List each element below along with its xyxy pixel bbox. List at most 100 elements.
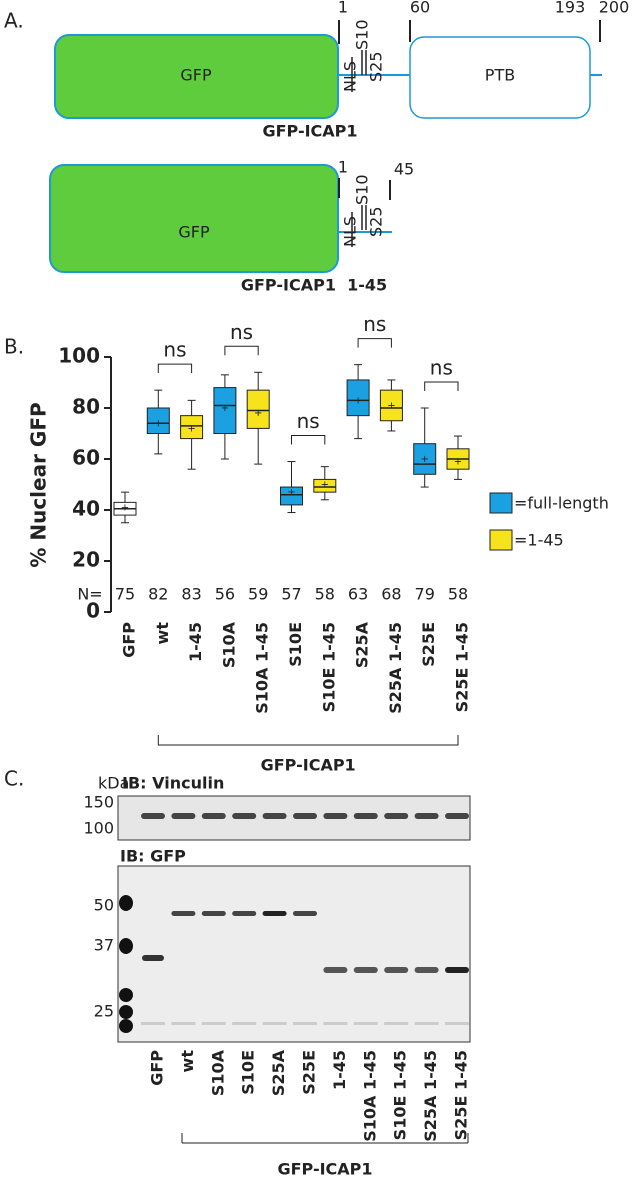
y-tick-label: 80	[72, 395, 100, 419]
lane-label: S25E 1-45	[452, 1050, 471, 1140]
lane-label: S25A	[269, 1049, 288, 1096]
box	[213, 387, 237, 435]
vinculin-band	[232, 813, 257, 819]
gfp-band	[293, 911, 317, 916]
mean-marker: +	[454, 457, 462, 468]
vinculin-band	[353, 813, 378, 819]
box	[379, 389, 403, 422]
vinculin-band	[323, 813, 348, 819]
marker-label: 37	[94, 936, 114, 955]
y-tick-label: 20	[72, 548, 100, 572]
lane-label: S25E	[300, 1050, 319, 1095]
y-tick-label: 40	[72, 497, 100, 521]
gfp-band	[353, 967, 378, 973]
x-tick-label: S10A 1-45	[253, 622, 272, 714]
faint-band	[232, 1022, 257, 1025]
site-label: S25	[367, 206, 386, 237]
construct-name: GFP-ICAP1	[262, 122, 357, 141]
n-value: 75	[115, 585, 135, 604]
marker-label: 25	[94, 1002, 114, 1021]
unit-label: kDa	[98, 774, 129, 793]
x-tick-label: S25A	[353, 621, 372, 668]
lane-label: wt	[178, 1050, 197, 1073]
faint-band	[353, 1022, 378, 1025]
y-tick-label: 60	[72, 446, 100, 470]
site-label: S10	[353, 19, 372, 50]
vinculin-band	[171, 813, 196, 819]
box	[246, 389, 270, 429]
marker-label: 150	[83, 793, 114, 812]
domain-label: GFP	[178, 223, 210, 242]
x-tick-label: S10E 1-45	[319, 622, 338, 712]
group-bracket	[157, 735, 459, 746]
x-tick-label: wt	[153, 622, 172, 645]
comparison-bracket	[291, 435, 326, 445]
panel-label: C.	[4, 767, 24, 791]
mean-marker: +	[421, 454, 429, 465]
group-label: GFP-ICAP1	[277, 1160, 372, 1179]
faint-band	[384, 1022, 409, 1025]
domain-label: PTB	[485, 66, 515, 85]
site-label: S10	[353, 174, 372, 205]
comparison-label: ns	[163, 338, 186, 362]
faint-band	[171, 1022, 196, 1025]
lane-label: 1-45	[330, 1050, 349, 1090]
vinculin-band	[384, 813, 409, 819]
gfp-band	[323, 967, 348, 973]
vinculin-band	[293, 813, 317, 819]
n-value: 57	[281, 585, 301, 604]
mean-marker: +	[287, 487, 295, 498]
n-value: 59	[248, 585, 268, 604]
blot-title: IB: GFP	[120, 847, 186, 866]
gfp-band	[384, 967, 409, 973]
nls-label: NLS	[341, 216, 360, 247]
lane-label: S10E	[239, 1050, 258, 1095]
n-value: 83	[181, 585, 201, 604]
lane-label: S10E 1-45	[391, 1050, 410, 1140]
blot-title: IB: Vinculin	[122, 774, 224, 793]
position-label: 1	[338, 0, 348, 17]
comparison-label: ns	[297, 409, 320, 433]
group-label: GFP-ICAP1	[261, 756, 356, 775]
faint-band	[262, 1022, 287, 1025]
gfp-band	[262, 911, 287, 916]
box	[313, 478, 337, 493]
n-value: 56	[215, 585, 235, 604]
gfp-blot	[117, 865, 471, 1043]
mean-marker: +	[321, 480, 329, 491]
x-tick-label: GFP	[120, 622, 139, 658]
panel-label: A.	[4, 9, 24, 33]
legend-label: =full-length	[514, 494, 609, 513]
n-value: 79	[415, 585, 435, 604]
position-label: 45	[394, 160, 414, 179]
faint-band	[414, 1022, 439, 1025]
faint-band	[201, 1022, 226, 1025]
x-tick-label: S25A 1-45	[386, 622, 405, 714]
vinculin-band	[445, 813, 469, 819]
mean-marker: +	[354, 395, 362, 406]
comparison-bracket	[157, 363, 193, 374]
x-tick-label: S25E 1-45	[453, 622, 472, 712]
box	[180, 415, 204, 440]
n-value: 63	[348, 585, 368, 604]
mean-marker: +	[121, 502, 129, 513]
comparison-label: ns	[430, 356, 453, 380]
y-tick-label: 0	[86, 599, 100, 623]
panel-label: B.	[4, 335, 24, 359]
ladder	[119, 895, 133, 1033]
x-tick-label: S10A	[219, 621, 238, 668]
comparison-label: ns	[363, 312, 386, 336]
box	[146, 407, 170, 434]
lane-label: S10A 1-45	[360, 1050, 379, 1142]
nls-label: NLS	[341, 61, 360, 92]
box	[280, 486, 303, 506]
ptb-domain	[409, 36, 591, 119]
faint-band	[445, 1022, 469, 1025]
marker-label: 50	[94, 896, 114, 915]
y-axis-title: % Nuclear GFP	[27, 402, 51, 567]
marker-label: 100	[83, 819, 114, 838]
n-label: N=	[77, 585, 102, 604]
legend-swatch	[489, 529, 513, 551]
gfp-band	[142, 955, 164, 961]
